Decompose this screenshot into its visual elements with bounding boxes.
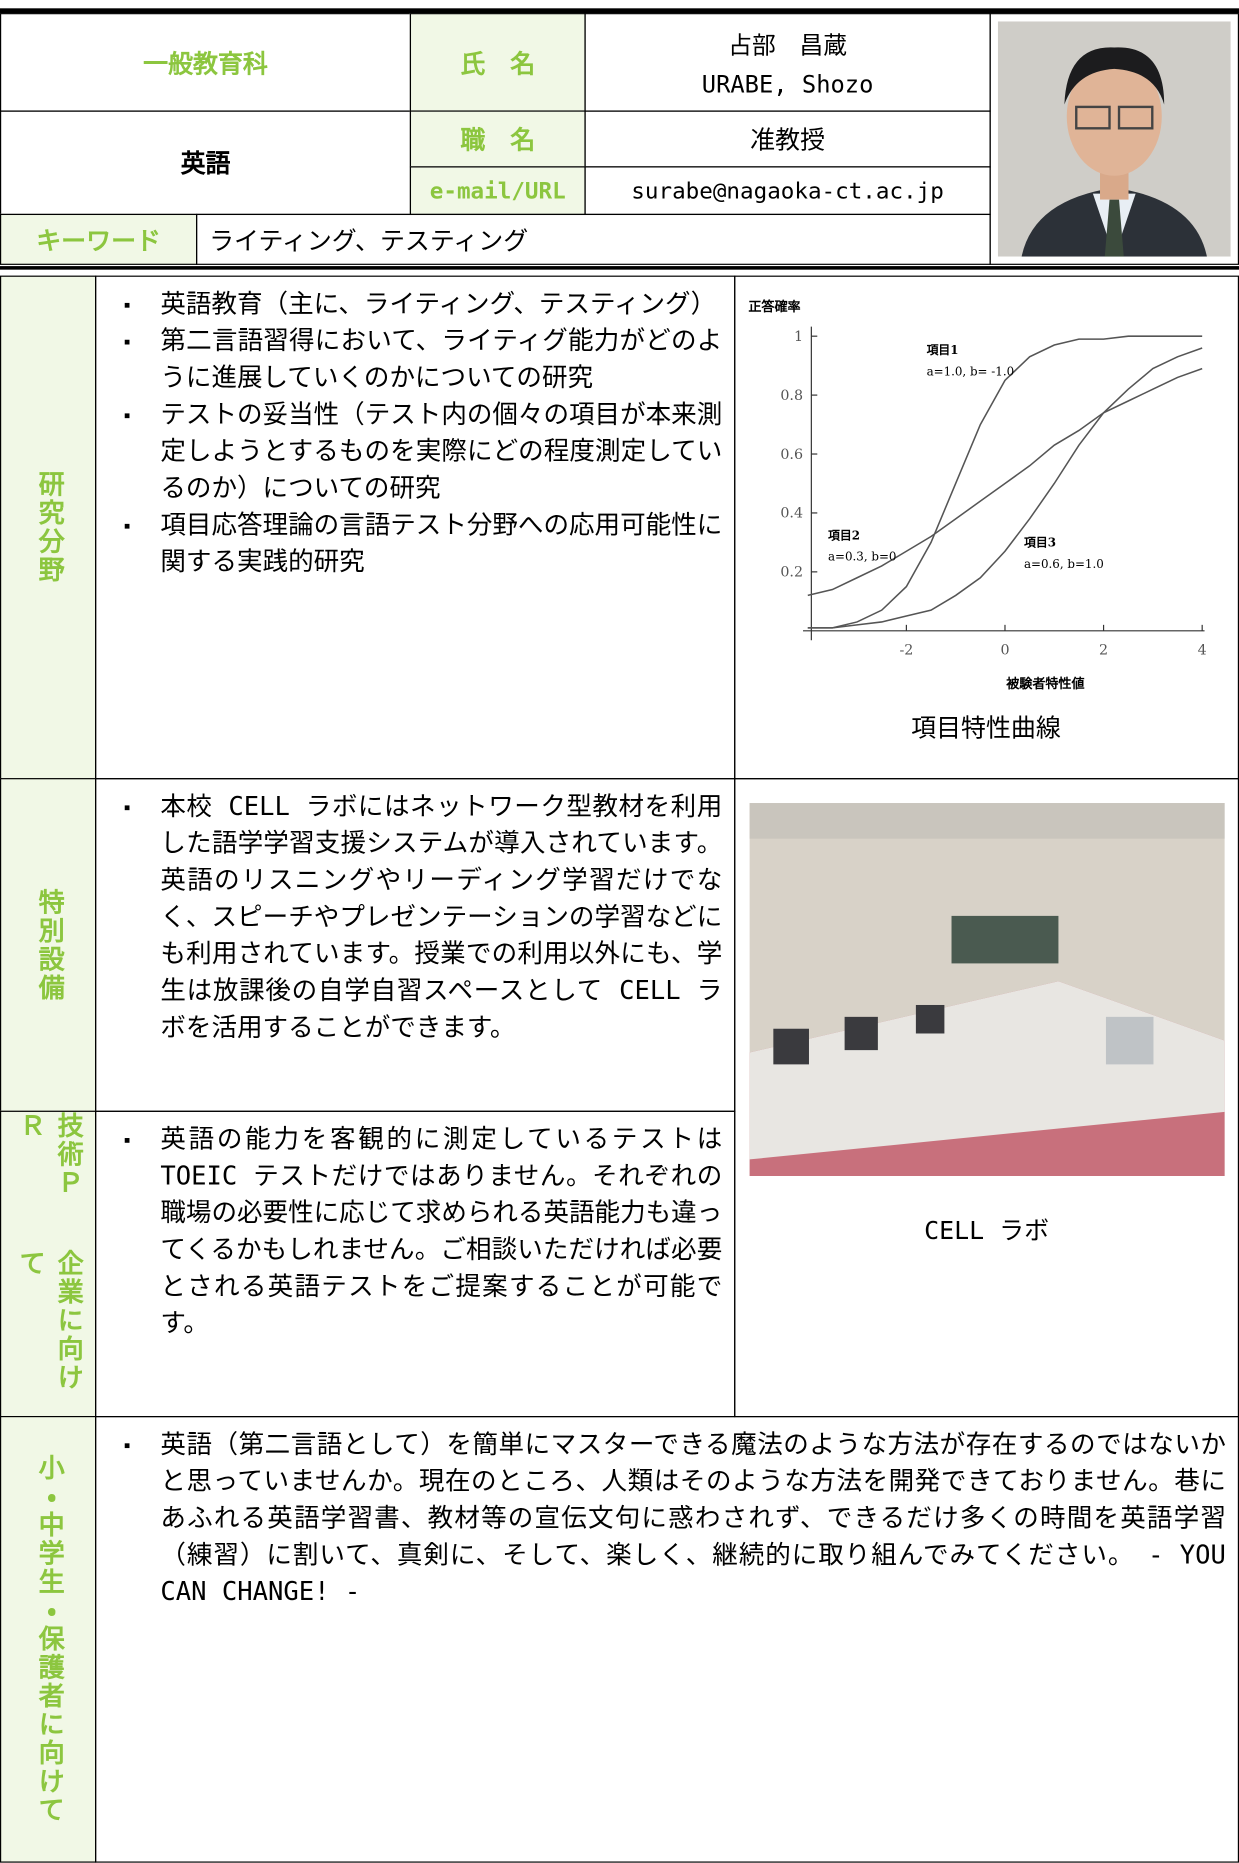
y-tick-label: 0.2 [780,565,803,581]
legend-label: 項目3 [1024,535,1056,549]
legend-label: 項目1 [927,343,959,357]
x-tick-label: 4 [1198,643,1207,659]
x-tick-label: -2 [899,643,913,659]
curve-params: a=0.3, b=0 [828,550,896,564]
chart: 正答確率 被験者特性値 項目特性曲線 0.2 0.4 0.6 0.8 1 -2 0 2 4 項目1… [0,0,1239,1863]
curve-params: a=0.6, b=1.0 [1024,557,1104,571]
y-tick-label: 0.6 [780,447,803,463]
y-tick-label: 0.8 [780,388,803,404]
y-tick-label: 0.4 [780,506,803,522]
curve-params: a=1.0, b= -1.0 [927,364,1015,378]
legend-label: 項目2 [828,528,860,542]
x-tick-label: 2 [1099,643,1108,659]
page: 一般教育科 氏 名 占部 昌蔵 URABE, Shozo 英語 職 名 准教授 … [0,0,1239,1863]
curve [808,348,1202,628]
y-axis-label: 正答確率 [748,299,800,315]
x-axis-label: 被験者特性値 [1005,676,1084,692]
curve [808,336,1202,628]
x-tick-label: 0 [1000,643,1009,659]
chart-caption: 項目特性曲線 [911,714,1061,743]
y-tick-label: 1 [794,329,803,345]
